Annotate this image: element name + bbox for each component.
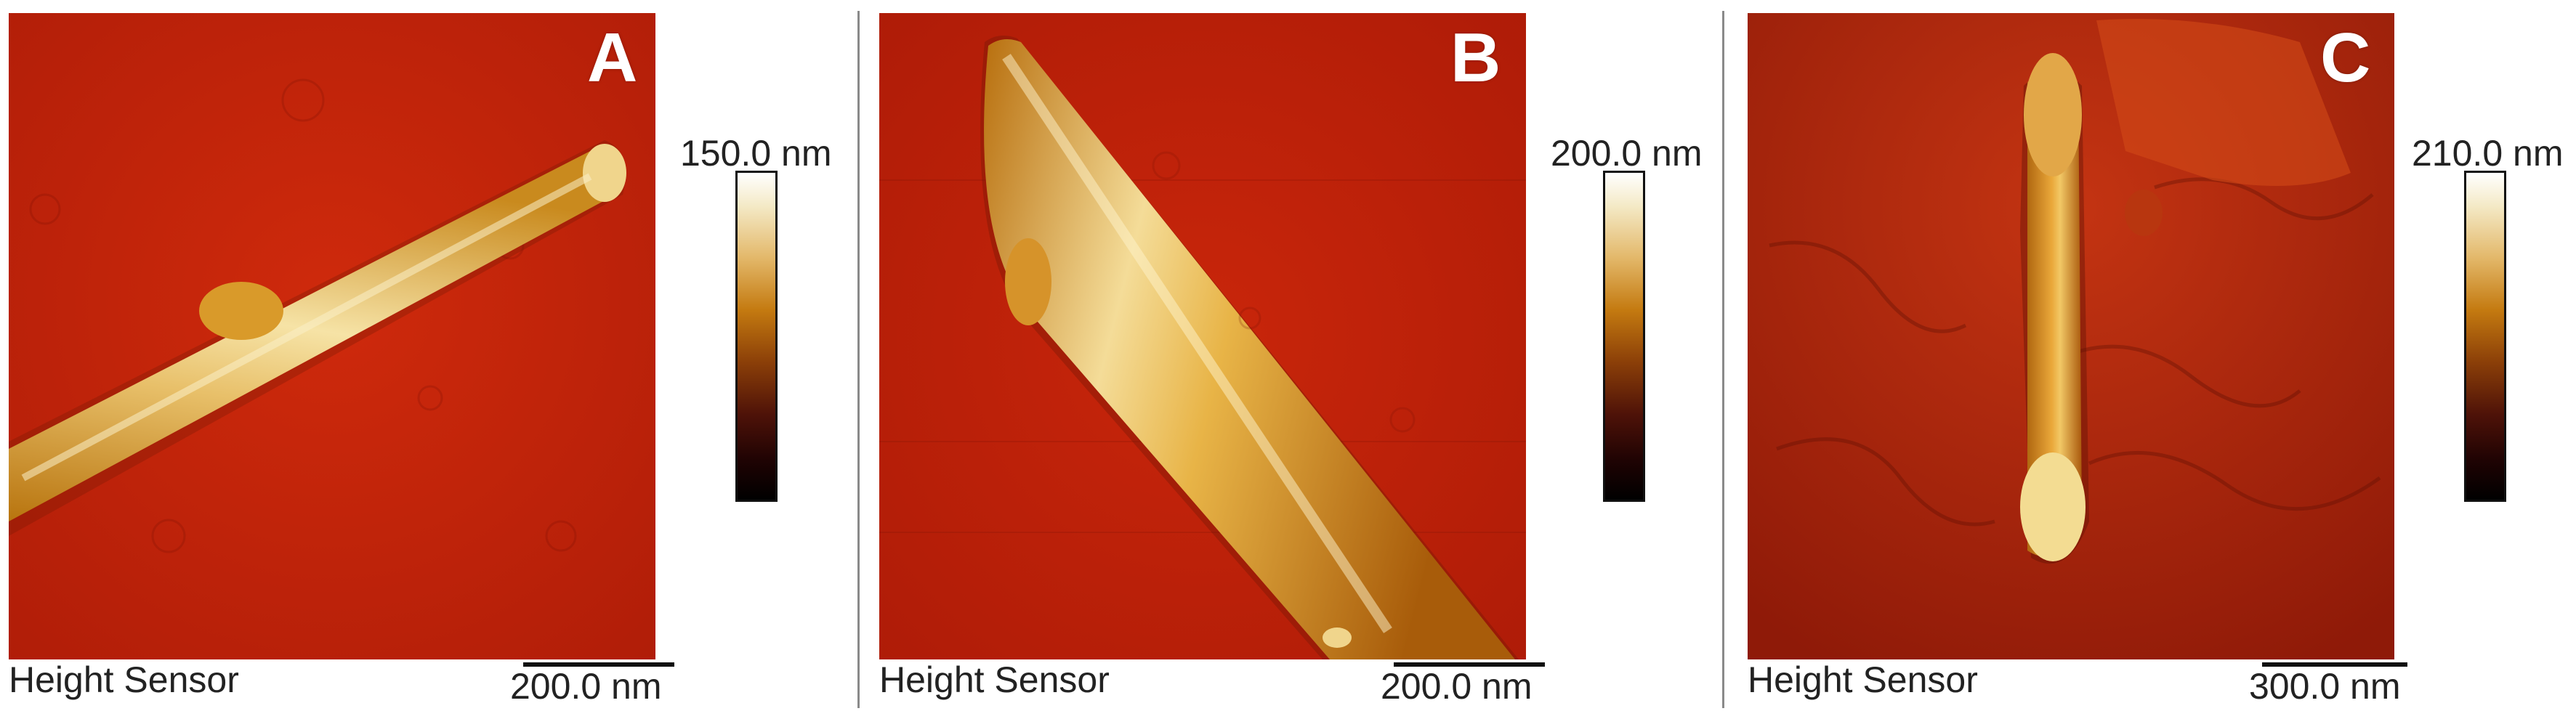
colorbar-max-label: 200.0 nm (1551, 133, 1703, 174)
panel-letter: B (1450, 19, 1501, 97)
panel-divider (1722, 11, 1724, 708)
panel-letter: C (2320, 19, 2371, 97)
scale-bar-label: 200.0 nm (1381, 666, 1533, 707)
scale-bar-label: 300.0 nm (2249, 666, 2401, 707)
afm-height-map-c (1748, 13, 2394, 659)
afm-image-b (879, 13, 1526, 659)
scale-bar-label: 200.0 nm (510, 666, 662, 707)
panel-b: B Height Sensor 200.0 nm 200.0 nm (879, 0, 1715, 719)
panel-c: C Height Sensor 300.0 nm 210.0 nm (1748, 0, 2576, 719)
afm-height-map-b (879, 13, 1526, 659)
scale-bar (1394, 662, 1545, 667)
afm-height-map-a (9, 13, 655, 659)
height-colorbar (2464, 171, 2506, 502)
channel-label: Height Sensor (1748, 659, 1978, 700)
channel-label: Height Sensor (879, 659, 1110, 700)
afm-image-c (1748, 13, 2394, 659)
colorbar-max-label: 150.0 nm (680, 133, 832, 174)
afm-image-a (9, 13, 655, 659)
panel-letter: A (587, 19, 638, 97)
panel-divider (857, 11, 860, 708)
panel-a: A Height Sensor 200.0 nm 150.0 nm (9, 0, 844, 719)
height-colorbar (735, 171, 778, 502)
scale-bar (2262, 662, 2407, 667)
height-colorbar (1603, 171, 1645, 502)
colorbar-max-label: 210.0 nm (2412, 133, 2564, 174)
scale-bar (523, 662, 674, 667)
channel-label: Height Sensor (9, 659, 239, 700)
